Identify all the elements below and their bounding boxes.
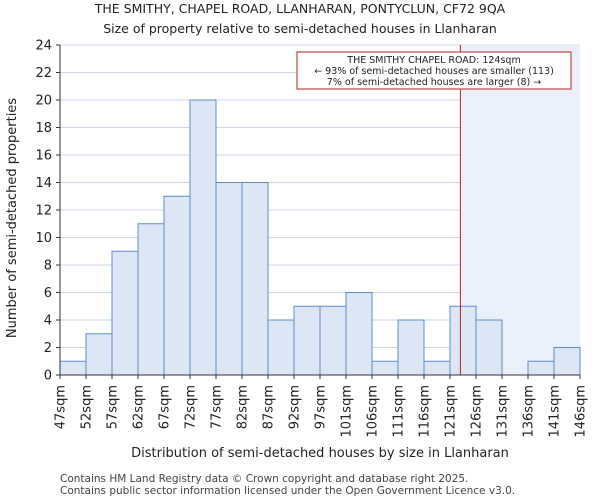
bar [449,305,477,376]
x-tick-label: 146sqm [574,385,589,438]
y-tick-label: 0 [44,369,52,384]
y-tick-label: 10 [35,231,52,246]
bar [475,319,503,376]
x-tick-label: 121sqm [444,385,459,438]
x-tick-label: 97sqm [314,385,329,429]
chart-subtitle: Size of property relative to semi-detach… [103,21,497,36]
annotation-frame [296,51,572,90]
y-tick-label: 2 [44,341,52,356]
bar [553,347,581,376]
x-tick-label: 52sqm [80,385,95,429]
bar [267,319,295,376]
bar [423,360,451,376]
x-tick-label: 131sqm [496,385,511,438]
bar [241,182,269,376]
annotation-line-2: ← 93% of semi-detached houses are smalle… [314,66,554,77]
bar [59,360,87,376]
bar [371,360,399,376]
y-tick-label: 4 [44,314,52,329]
footer-line-2: Contains public sector information licen… [60,485,515,497]
y-tick-label: 8 [44,259,52,274]
y-tick-label: 12 [35,204,52,219]
footer-line-1: Contains HM Land Registry data © Crown c… [60,473,468,485]
y-tick-label: 22 [35,66,52,81]
bar [527,360,555,376]
y-axis-label: Number of semi-detached properties [5,98,20,338]
y-tick-label: 16 [35,149,52,164]
x-tick-labels: 47sqm 52sqm 57sqm 62sqm 67sqm 72sqm 77sqm 82sqm… [54,375,589,438]
x-tick-label: 106sqm [366,385,381,438]
x-tick-label: 72sqm [184,385,199,429]
chart-title: THE SMITHY, CHAPEL ROAD, LLANHARAN, PONT… [94,1,506,16]
y-tick-label: 24 [35,39,52,54]
bar [85,333,113,376]
x-tick-label: 62sqm [132,385,147,429]
bar [163,195,191,376]
bar [293,305,321,376]
x-tick-label: 57sqm [106,385,121,429]
x-axis-label: Distribution of semi-detached houses by … [131,446,509,461]
x-tick-label: 82sqm [236,385,251,429]
x-tick-label: 77sqm [210,385,225,429]
bar [189,99,217,376]
bars [59,99,581,376]
bar [111,250,139,376]
x-tick-label: 141sqm [548,385,563,438]
bar [397,319,425,376]
x-tick-label: 116sqm [418,385,433,438]
annotation-box: THE SMITHY CHAPEL ROAD: 124sqm ← 93% of … [296,51,572,90]
y-tick-label: 20 [35,94,52,109]
x-tick-label: 87sqm [262,385,277,429]
annotation-line-1: THE SMITHY CHAPEL ROAD: 124sqm [346,55,520,66]
x-tick-label: 126sqm [470,385,485,438]
bar [345,292,373,376]
bar [319,305,347,376]
x-tick-label: 101sqm [340,385,355,438]
y-tick-label: 18 [35,121,52,136]
y-tick-label: 14 [35,176,52,191]
bar [137,223,165,376]
x-tick-label: 111sqm [392,385,407,438]
y-tick-label: 6 [44,286,52,301]
annotation-line-3: 7% of semi-detached houses are larger (8… [327,77,541,88]
x-tick-label: 47sqm [54,385,69,429]
bar [215,182,243,376]
x-tick-label: 136sqm [522,385,537,438]
x-tick-label: 92sqm [288,385,303,429]
x-tick-label: 67sqm [158,385,173,429]
